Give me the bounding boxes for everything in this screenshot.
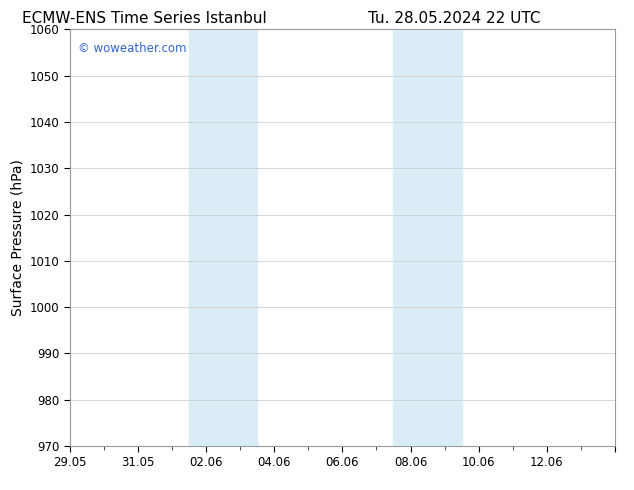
Y-axis label: Surface Pressure (hPa): Surface Pressure (hPa) xyxy=(10,159,24,316)
Bar xyxy=(394,29,462,446)
Bar xyxy=(189,29,257,446)
Text: ECMW-ENS Time Series Istanbul: ECMW-ENS Time Series Istanbul xyxy=(22,11,266,26)
Text: Tu. 28.05.2024 22 UTC: Tu. 28.05.2024 22 UTC xyxy=(368,11,540,26)
Text: © woweather.com: © woweather.com xyxy=(78,42,186,55)
